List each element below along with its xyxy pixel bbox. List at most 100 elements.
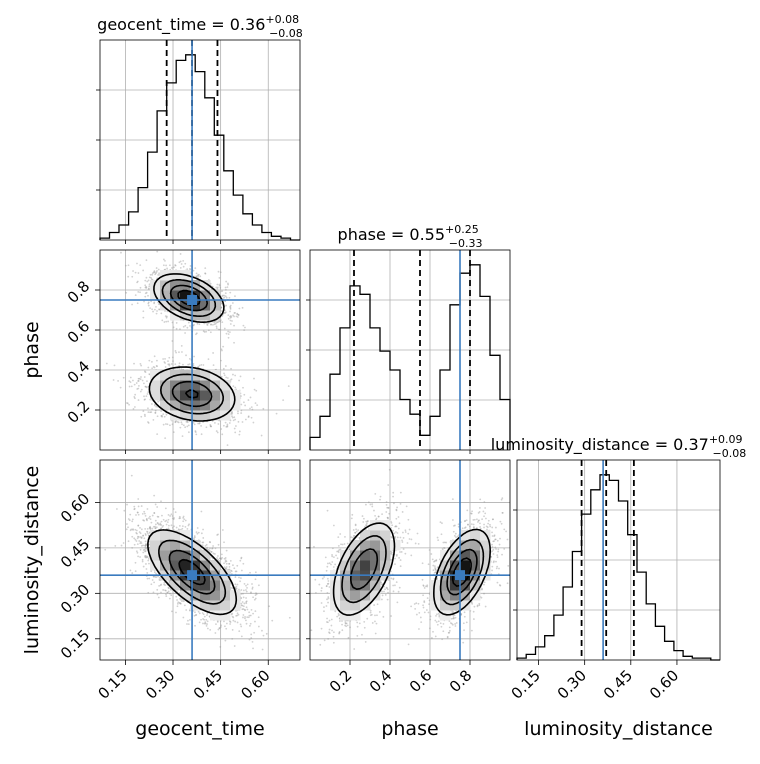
panel-luminosity_distance-vs-geocent_time-sample-point <box>161 521 163 523</box>
panel-luminosity_distance-vs-geocent_time-sample-point <box>129 519 131 521</box>
panel-luminosity_distance-vs-geocent_time-sample-point <box>258 584 260 586</box>
panel-luminosity_distance-vs-geocent_time-sample-point <box>160 500 162 502</box>
panel-luminosity_distance-vs-geocent_time-sample-point <box>245 585 247 587</box>
panel-phase-vs-geocent_time-sample-point <box>195 333 197 335</box>
panel-phase-vs-geocent_time-sample-point <box>186 426 188 428</box>
panel-luminosity_distance-vs-geocent_time-sample-point <box>176 527 178 529</box>
panel-phase-vs-geocent_time-sample-point <box>120 252 122 254</box>
panel-phase-vs-geocent_time-sample-point <box>214 422 216 424</box>
panel-luminosity_distance-vs-geocent_time-sample-point <box>250 634 252 636</box>
panel-phase-vs-geocent_time-sample-point <box>171 340 173 342</box>
panel-phase-vs-geocent_time-sample-point <box>157 274 159 276</box>
panel-luminosity_distance-vs-geocent_time-sample-point <box>169 515 171 517</box>
panel-phase-vs-geocent_time-sample-point <box>225 281 227 283</box>
panel-phase-vs-geocent_time-sample-point <box>229 331 231 333</box>
panel-phase-vs-geocent_time-sample-point <box>146 292 148 294</box>
panel-phase-vs-geocent_time-sample-point <box>240 404 242 406</box>
panel-phase-vs-geocent_time-sample-point <box>234 419 236 421</box>
panel-luminosity_distance-vs-geocent_time-sample-point <box>146 568 148 570</box>
panel-luminosity_distance-vs-geocent_time-sample-point <box>237 612 239 614</box>
panel-phase-vs-geocent_time-sample-point <box>198 323 200 325</box>
panel-phase-vs-geocent_time-sample-point <box>173 266 175 268</box>
panel-phase-vs-geocent_time-sample-point <box>218 277 220 279</box>
panel-phase-vs-geocent_time-sample-point <box>133 363 135 365</box>
panel-luminosity_distance-vs-geocent_time-sample-point <box>153 592 155 594</box>
panel-phase-vs-geocent_time-sample-point <box>248 416 250 418</box>
panel-phase-vs-geocent_time-sample-point <box>158 272 160 274</box>
panel-phase-vs-geocent_time-sample-point <box>189 268 191 270</box>
panel-phase-vs-geocent_time-sample-point <box>178 351 180 353</box>
panel-luminosity_distance-vs-geocent_time-sample-point <box>126 504 128 506</box>
panel-phase-vs-geocent_time-sample-point <box>253 378 255 380</box>
panel-luminosity_distance-vs-geocent_time-sample-point <box>165 590 167 592</box>
panel-luminosity_distance-vs-geocent_time-sample-point <box>215 547 217 549</box>
panel-luminosity_distance-vs-geocent_time-sample-point <box>203 619 205 621</box>
panel-phase-vs-geocent_time-sample-point <box>140 378 142 380</box>
panel-luminosity_distance-vs-geocent_time-sample-point <box>195 614 197 616</box>
panel-phase-vs-geocent_time-sample-point <box>240 412 242 414</box>
panel-phase-vs-geocent_time-sample-point <box>141 389 143 391</box>
panel-luminosity_distance-vs-geocent_time-sample-point <box>221 553 223 555</box>
panel-luminosity_distance-vs-geocent_time-sample-point <box>206 544 208 546</box>
panel-phase-vs-geocent_time-sample-point <box>178 261 180 263</box>
panel-luminosity_distance-vs-geocent_time-sample-point <box>194 611 196 613</box>
panel-phase-vs-geocent_time-sample-point <box>147 407 149 409</box>
panel-phase-vs-geocent_time-sample-point <box>155 412 157 414</box>
panel-luminosity_distance-vs-geocent_time-sample-point <box>242 605 244 607</box>
panel-phase-vs-geocent_time-sample-point <box>225 292 227 294</box>
panel-luminosity_distance-vs-geocent_time-sample-point <box>142 513 144 515</box>
panel-phase-vs-geocent_time-sample-point <box>236 315 238 317</box>
panel-phase-vs-geocent_time-sample-point <box>144 398 146 400</box>
panel-luminosity_distance-vs-geocent_time-sample-point <box>229 566 231 568</box>
panel-phase-vs-geocent_time-sample-point <box>152 311 154 313</box>
panel-phase-vs-geocent_time-sample-point <box>148 285 150 287</box>
panel-phase-vs-geocent_time-sample-point <box>199 275 201 277</box>
panel-luminosity_distance-vs-geocent_time-sample-point <box>254 621 256 623</box>
panel-luminosity_distance-vs-geocent_time-sample-point <box>147 528 149 530</box>
panel-luminosity_distance-vs-geocent_time-sample-point <box>182 617 184 619</box>
panel-phase-vs-geocent_time-sample-point <box>158 269 160 271</box>
panel-luminosity_distance-vs-geocent_time-sample-point <box>221 557 223 559</box>
panel-phase-vs-geocent_time-sample-point <box>164 437 166 439</box>
panel-phase-vs-geocent_time-sample-point <box>136 263 138 265</box>
panel-phase-vs-geocent_time-sample-point <box>151 308 153 310</box>
panel-luminosity_distance-vs-geocent_time-sample-point <box>223 562 225 564</box>
panel-phase-vs-geocent_time-sample-point <box>147 411 149 413</box>
panel-luminosity_distance-vs-geocent_time-sample-point <box>202 537 204 539</box>
panel-phase-vs-geocent_time-sample-point <box>184 332 186 334</box>
panel-phase-vs-geocent_time-truth-marker <box>187 295 197 305</box>
panel-phase-vs-geocent_time-sample-point <box>165 315 167 317</box>
panel-luminosity_distance-vs-geocent_time-sample-point <box>211 551 213 553</box>
panel-luminosity_distance-vs-geocent_time-sample-point <box>123 510 125 512</box>
panel-phase-vs-geocent_time-sample-point <box>228 337 230 339</box>
panel-luminosity_distance-vs-geocent_time-sample-point <box>240 589 242 591</box>
panel-phase-vs-geocent_time-sample-point <box>227 314 229 316</box>
panel-phase-vs-geocent_time-sample-point <box>183 424 185 426</box>
panel-luminosity_distance-vs-geocent_time-sample-point <box>232 629 234 631</box>
panel-phase-vs-geocent_time-sample-point <box>200 364 202 366</box>
panel-luminosity_distance-vs-geocent_time-sample-point <box>258 616 260 618</box>
panel-phase-vs-geocent_time-sample-point <box>169 424 171 426</box>
panel-luminosity_distance-vs-geocent_time-sample-point <box>175 612 177 614</box>
panel-phase-vs-geocent_time-sample-point <box>144 415 146 417</box>
panel-phase-vs-geocent_time-sample-point <box>208 322 210 324</box>
panel-phase-vs-geocent_time-sample-point <box>176 322 178 324</box>
panel-phase-vs-geocent_time-sample-point <box>194 423 196 425</box>
panel-luminosity_distance-vs-geocent_time-sample-point <box>131 520 133 522</box>
panel-phase-vs-geocent_time-sample-point <box>230 323 232 325</box>
panel-luminosity_distance-vs-geocent_time-sample-point <box>145 563 147 565</box>
panel-phase-vs-geocent_time-sample-point <box>140 416 142 418</box>
panel-phase-vs-geocent_time-sample-point <box>196 323 198 325</box>
panel-phase-vs-geocent_time-sample-point <box>149 276 151 278</box>
panel-luminosity_distance-vs-geocent_time-sample-point <box>135 570 137 572</box>
panel-luminosity_distance-vs-geocent_time-sample-point <box>200 511 202 513</box>
panel-phase-vs-geocent_time-sample-point <box>179 328 181 330</box>
panel-luminosity_distance-vs-geocent_time-sample-point <box>271 620 273 622</box>
panel-phase-vs-geocent_time-sample-point <box>224 374 226 376</box>
panel-phase-vs-geocent_time-sample-point <box>230 307 232 309</box>
panel-luminosity_distance-vs-geocent_time-sample-point <box>237 622 239 624</box>
panel-luminosity_distance-vs-geocent_time-sample-point <box>241 635 243 637</box>
panel-luminosity_distance-vs-geocent_time-sample-point <box>175 511 177 513</box>
panel-phase-vs-geocent_time-sample-point <box>220 310 222 312</box>
panel-phase-vs-geocent_time-sample-point <box>242 421 244 423</box>
